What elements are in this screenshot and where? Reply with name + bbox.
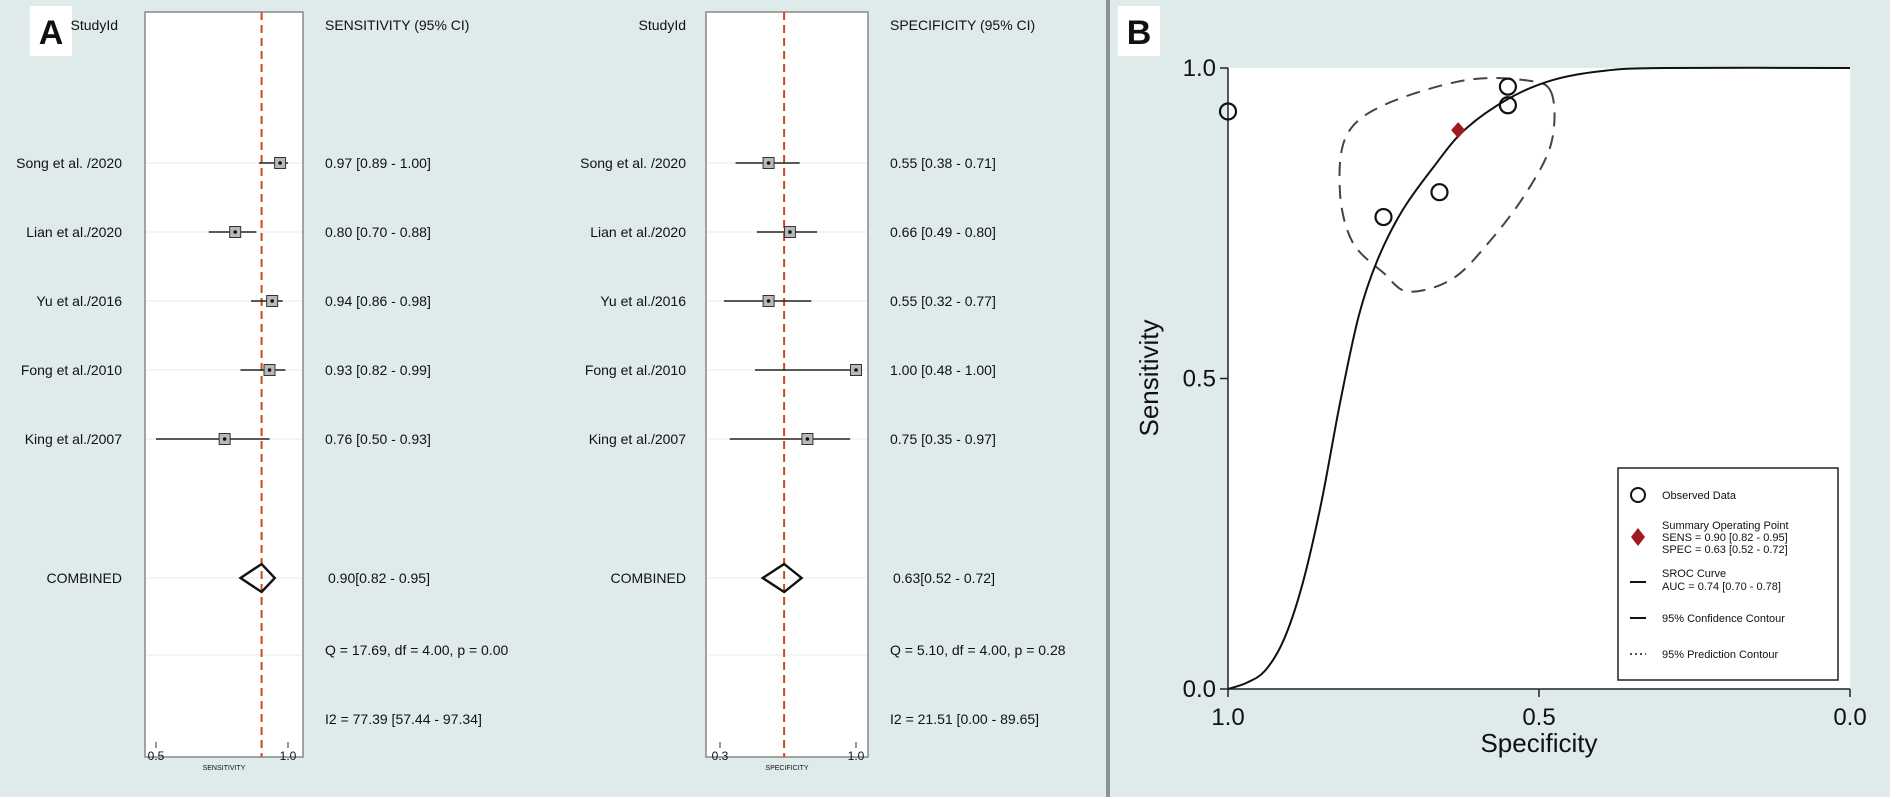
forest-plot-specificity: StudyId SPECIFICITY (95% CI) Song et al.… [580, 11, 1066, 772]
spec-study-name: Song et al. /2020 [580, 155, 686, 171]
sroc-x-axis-label: Specificity [1480, 728, 1597, 758]
observed-point [1430, 183, 1449, 202]
observed-point [1498, 77, 1518, 96]
sens-study-name: Lian et al./2020 [26, 224, 122, 240]
sens-studyid-header: StudyId [71, 17, 118, 33]
sens-tick-label: 1.0 [280, 749, 297, 763]
spec-combined-diamond [760, 562, 804, 594]
sroc-y-axis-label: Sensitivity [1134, 319, 1164, 436]
legend-summary-label: Summary Operating Point [1662, 520, 1789, 532]
sens-estimate-label: 0.80 [0.70 - 0.88] [325, 224, 431, 240]
legend-summary-spec: SPEC = 0.63 [0.52 - 0.72] [1662, 544, 1788, 556]
legend-confidence-label: 95% Confidence Contour [1662, 613, 1785, 625]
sens-point-dot [222, 437, 227, 441]
spec-x-axis: 0.3 1.0 [712, 742, 865, 763]
spec-point-dot [788, 230, 792, 234]
spec-estimate-header: SPECIFICITY (95% CI) [890, 17, 1035, 33]
sens-tick-label: 0.5 [148, 749, 165, 763]
spec-point-dot [854, 368, 858, 372]
sroc-curve [1227, 66, 1851, 690]
spec-study-name: King et al./2007 [589, 431, 687, 447]
legend-summary-sens: SENS = 0.90 [0.82 - 0.95] [1662, 532, 1788, 544]
sens-point-dot [267, 368, 272, 372]
sens-estimate-header: SENSITIVITY (95% CI) [325, 17, 469, 33]
panel-b-letter-box [1118, 6, 1160, 56]
spec-tick-label: 0.3 [712, 749, 729, 763]
spec-estimate-label: 0.55 [0.32 - 0.77] [890, 293, 996, 309]
sens-study-name: Song et al. /2020 [16, 155, 122, 171]
sroc-x-tick-label: 0.0 [1833, 704, 1866, 731]
legend-observed-label: Observed Data [1662, 490, 1737, 502]
sroc-plot: 1.0 0.5 0.0 0.0 0.5 1.0 Specificity Sensitivi… [1134, 55, 1867, 758]
sens-plot-area [144, 11, 304, 758]
legend-sroc-auc: AUC = 0.74 [0.70 - 0.78] [1662, 581, 1781, 593]
observed-point [1218, 102, 1238, 121]
summary-operating-point [1451, 122, 1466, 139]
sroc-x-tick-label: 1.0 [1211, 704, 1244, 731]
observed-point [1374, 207, 1393, 227]
legend-observed-icon [1630, 487, 1646, 503]
spec-estimate-label: 0.66 [0.49 - 0.80] [890, 224, 996, 240]
spec-point-dot [766, 161, 771, 165]
spec-studyid-header: StudyId [639, 17, 686, 33]
sens-study-name: Fong et al./2010 [21, 362, 122, 378]
sens-estimate-label: 0.76 [0.50 - 0.93] [325, 431, 431, 447]
sens-study-name: Yu et al./2016 [36, 293, 122, 309]
spec-rows: Song et al. /2020 0.55 [0.38 - 0.71] Lian … [580, 155, 996, 594]
spec-plot-area [705, 11, 869, 758]
panel-b-letter: B [1127, 14, 1152, 52]
spec-estimate-label: 0.75 [0.35 - 0.97] [890, 431, 996, 447]
sroc-y-tick-label: 0.0 [1183, 676, 1216, 703]
sroc-ticks: 1.0 0.5 0.0 0.0 0.5 1.0 [1183, 55, 1867, 731]
sens-heterogeneity-i2: I2 = 77.39 [57.44 - 97.34] [325, 711, 482, 727]
sens-heterogeneity-q: Q = 17.69, df = 4.00, p = 0.00 [325, 642, 509, 658]
sens-estimate-label: 0.93 [0.82 - 0.99] [325, 362, 431, 378]
legend-sroc-label: SROC Curve [1662, 568, 1726, 580]
legend-prediction-label: 95% Prediction Contour [1662, 649, 1779, 661]
sens-point-dot [233, 230, 237, 234]
spec-estimate-label: 0.55 [0.38 - 0.71] [890, 155, 996, 171]
spec-study-name: Fong et al./2010 [585, 362, 686, 378]
spec-combined-name: COMBINED [611, 570, 686, 586]
sens-x-axis: 0.5 1.0 [148, 742, 297, 763]
sens-combined-diamond [238, 562, 277, 594]
panel-a-letter-box [30, 6, 72, 56]
sroc-legend: Observed Data Summary Operating Point SE… [1617, 467, 1839, 681]
sens-rows: Song et al. /2020 0.97 [0.89 - 1.00] Lian … [16, 155, 431, 594]
legend-summary-icon [1631, 528, 1645, 546]
sroc-y-tick-label: 1.0 [1183, 55, 1216, 82]
sens-combined-label: 0.90[0.82 - 0.95] [328, 570, 430, 586]
sroc-x-tick-label: 0.5 [1522, 704, 1555, 731]
spec-x-axis-label: SPECIFICITY [765, 765, 809, 772]
sens-study-name: King et al./2007 [25, 431, 123, 447]
forest-plot-sensitivity: StudyId SENSITIVITY (95% CI) Song et al.… [16, 11, 509, 772]
spec-heterogeneity-i2: I2 = 21.51 [0.00 - 89.65] [890, 711, 1039, 727]
sens-x-axis-label: SENSITIVITY [203, 765, 246, 772]
spec-combined-label: 0.63[0.52 - 0.72] [893, 570, 995, 586]
spec-study-name: Lian et al./2020 [590, 224, 686, 240]
observed-points [1218, 77, 1518, 227]
observed-point [1498, 96, 1518, 115]
sens-combined-name: COMBINED [47, 570, 122, 586]
spec-study-name: Yu et al./2016 [600, 293, 686, 309]
sens-estimate-label: 0.97 [0.89 - 1.00] [325, 155, 431, 171]
spec-tick-label: 1.0 [848, 749, 865, 763]
spec-point-dot [766, 299, 771, 303]
spec-heterogeneity-q: Q = 5.10, df = 4.00, p = 0.28 [890, 642, 1066, 658]
sroc-y-tick-label: 0.5 [1183, 366, 1216, 393]
panel-a-letter: A [39, 14, 64, 52]
sens-estimate-label: 0.94 [0.86 - 0.98] [325, 293, 431, 309]
legend-box [1617, 467, 1839, 681]
spec-estimate-label: 1.00 [0.48 - 1.00] [890, 362, 996, 378]
confidence-contour [1338, 77, 1556, 293]
sens-point-dot [270, 299, 274, 303]
spec-point-dot [805, 437, 810, 441]
sens-point-dot [278, 161, 282, 165]
